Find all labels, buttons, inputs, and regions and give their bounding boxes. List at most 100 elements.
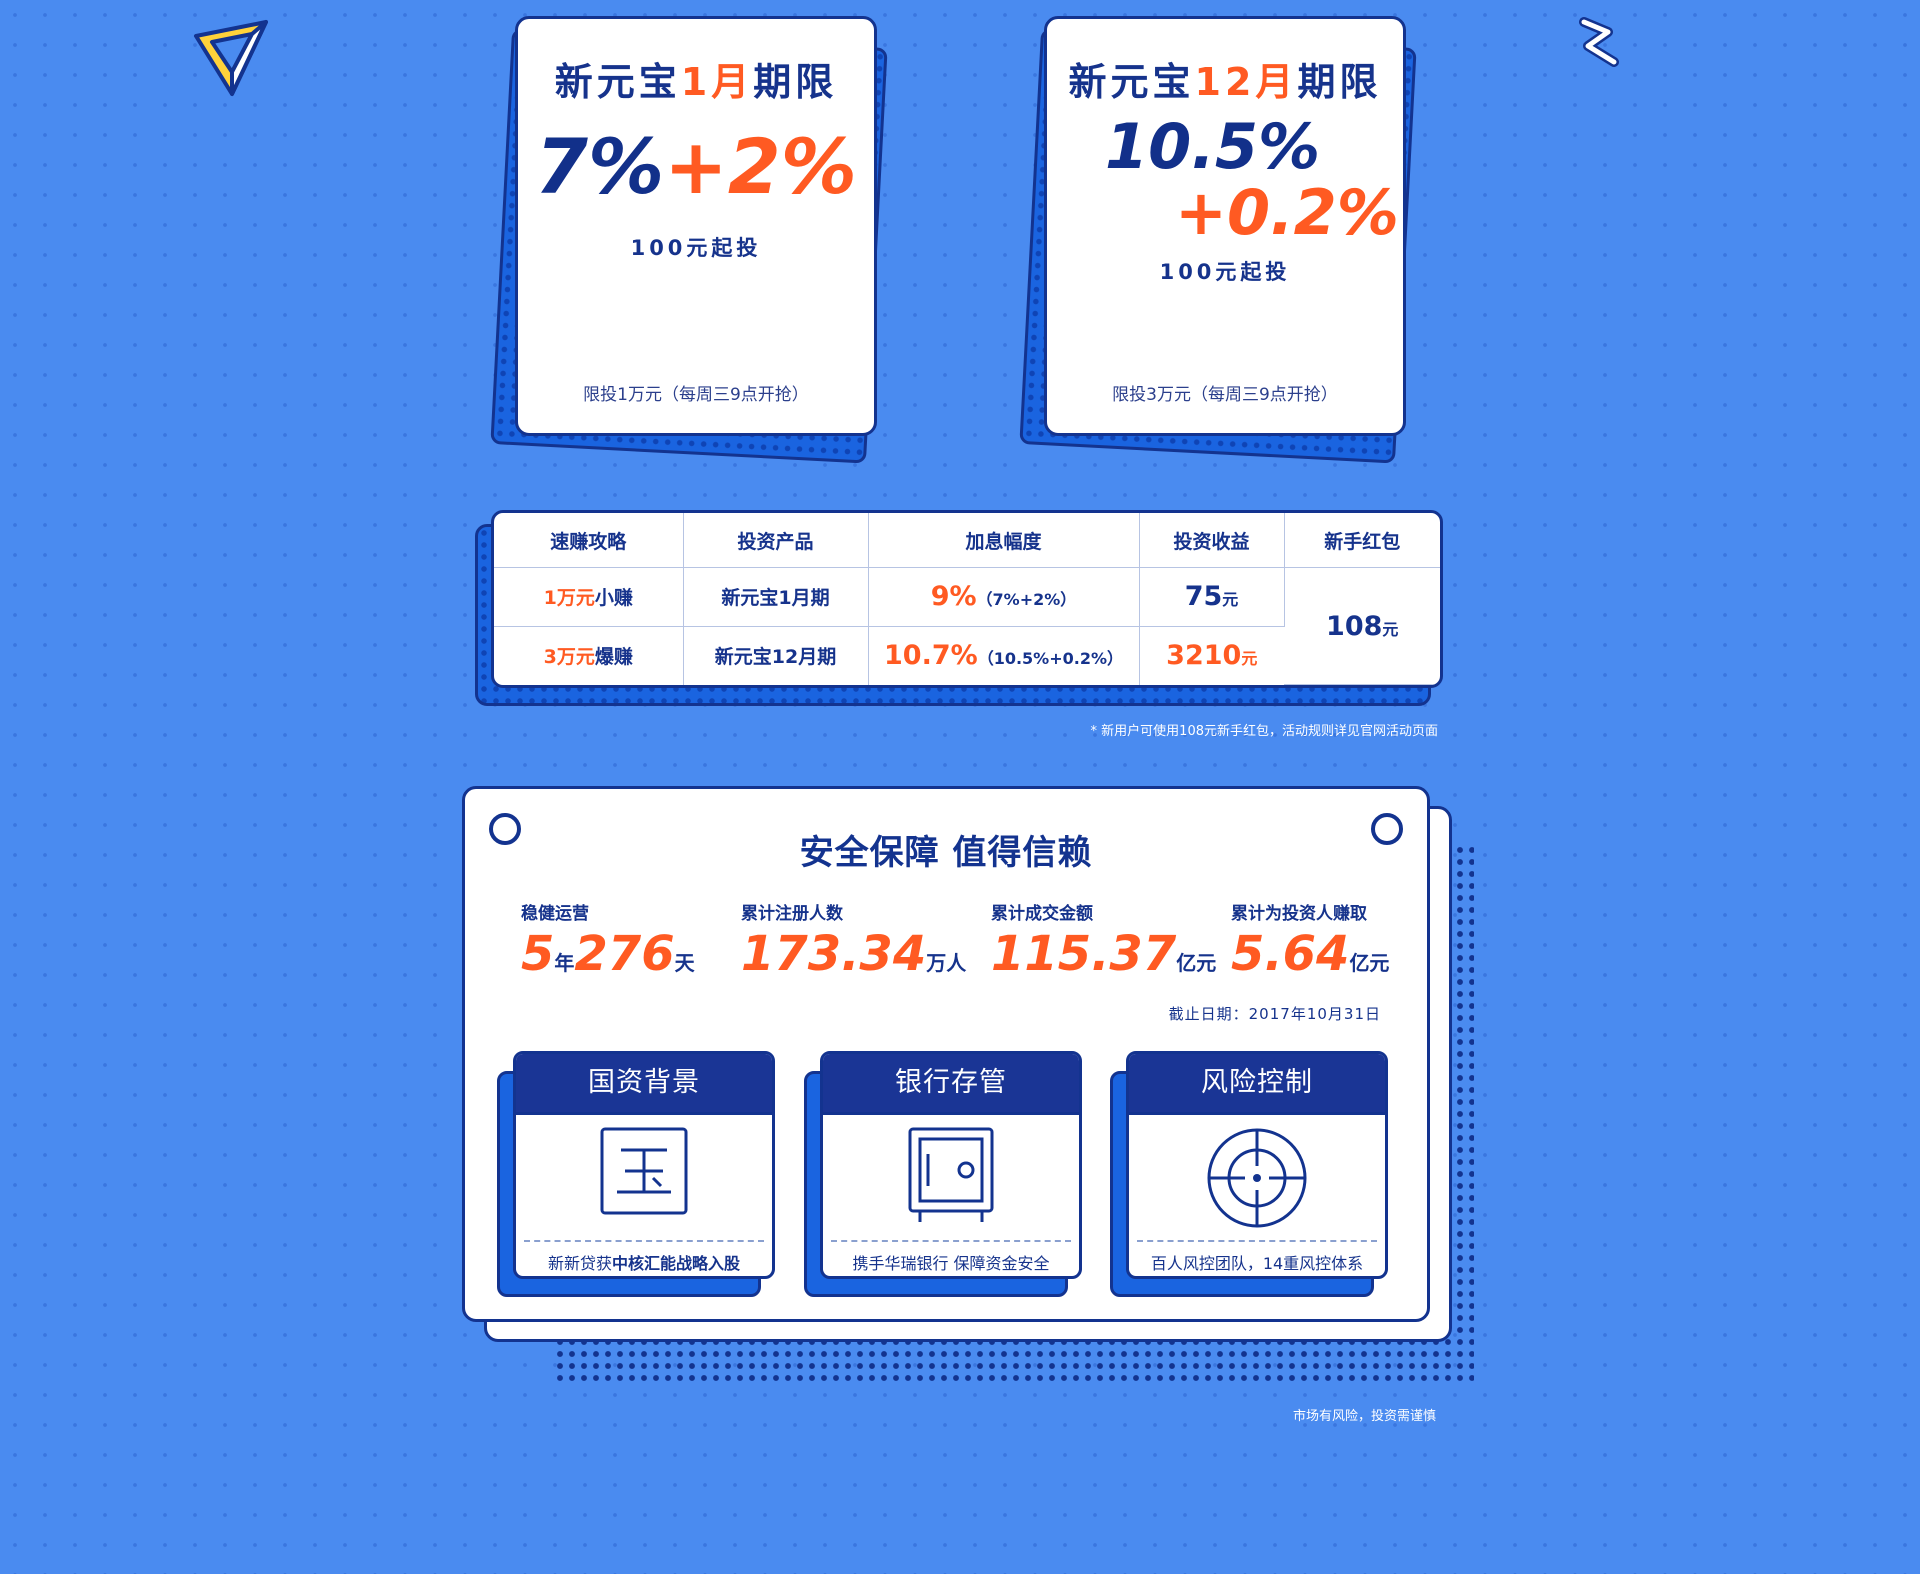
feature-title: 国资背景 [516, 1054, 772, 1115]
feature-divider [524, 1240, 764, 1242]
stat-unit: 万人 [926, 951, 967, 975]
rate-detail: （7%+2%） [976, 590, 1077, 610]
strategy-table-card: 速赚攻略 投资产品 加息幅度 投资收益 新手红包 1万元小赚 新元宝1月期 9%… [491, 510, 1443, 688]
stat-number: 115.37 [991, 926, 1177, 982]
promo-title-suffix: 期限 [1297, 60, 1382, 104]
ring-icon [1371, 813, 1403, 845]
stat-label: 累计成交金额 [991, 904, 1093, 924]
feature-divider [1137, 1240, 1377, 1242]
stat-unit: 亿元 [1176, 951, 1217, 975]
promo-title-product: 新元宝 [554, 60, 681, 104]
cell-income: 75元 [1139, 567, 1285, 627]
promo-title: 新元宝12月期限 [1047, 51, 1403, 106]
redpack-unit: 元 [1382, 619, 1399, 639]
promo-rate-base: 10.5% [1105, 110, 1321, 183]
jade-icon-svg [600, 1127, 688, 1215]
feature-divider [831, 1240, 1071, 1242]
promo-title: 新元宝1月期限 [518, 51, 874, 106]
promo-title-product: 新元宝 [1068, 60, 1195, 104]
feature-text-plain: 新新贷获 [547, 1254, 612, 1273]
strategy-table: 速赚攻略 投资产品 加息幅度 投资收益 新手红包 1万元小赚 新元宝1月期 9%… [494, 513, 1440, 685]
feature-card: 银行存管 携手华瑞银行 保障资金安全 [820, 1051, 1082, 1279]
promo-min-invest: 100元起投 [1159, 260, 1291, 284]
promo-min-invest: 100元起投 [630, 236, 762, 260]
rate-detail: （10.5%+0.2%） [977, 649, 1123, 669]
stat-turnover: 累计成交金额 115.37亿元 [991, 899, 1216, 989]
feature-text: 携手华瑞银行 保障资金安全 [823, 1250, 1079, 1274]
crosshair-icon [1129, 1126, 1385, 1228]
stat-years-unit: 年 [554, 951, 575, 975]
strategy-amount: 3万元 [543, 646, 595, 669]
ring-icon [489, 813, 521, 845]
promo-card-1m[interactable]: 新元宝1月期限 7%+2% 100元起投 限投1万元（每周三9点开抢） [490, 16, 888, 464]
stat-unit: 亿元 [1349, 951, 1390, 975]
table-row: 1万元小赚 新元宝1月期 9%（7%+2%） 75元 108元 [494, 567, 1440, 685]
stat-label: 稳健运营 [521, 904, 589, 924]
stat-days-unit: 天 [674, 951, 695, 975]
income-unit: 元 [1241, 649, 1258, 669]
stat-registered: 累计注册人数 173.34万人 [741, 899, 966, 989]
stat-days: 276 [574, 926, 675, 982]
stat-value: 5.64亿元 [1231, 928, 1389, 989]
promo-title-suffix: 期限 [753, 60, 838, 104]
jade-icon [516, 1126, 772, 1226]
promo-card-12m[interactable]: 新元宝12月期限 10.5% +0.2% 100元起投 限投3万元（每周三9点开… [1019, 16, 1417, 464]
cell-product: 新元宝12月期 [683, 626, 869, 685]
redpack-value: 108 [1326, 610, 1383, 642]
col-header-strategy: 速赚攻略 [494, 513, 684, 568]
stat-value: 173.34万人 [741, 928, 966, 989]
stat-earned: 累计为投资人赚取 5.64亿元 [1231, 899, 1389, 989]
feature-title: 风险控制 [1129, 1054, 1385, 1115]
cutoff-date: 截止日期：2017年10月31日 [1168, 1005, 1381, 1023]
income-value: 3210 [1166, 640, 1242, 672]
cell-rate: 10.7%（10.5%+0.2%） [868, 626, 1140, 685]
promo-limit: 限投1万元（每周三9点开抢） [583, 385, 809, 405]
cell-redpack: 108元 [1284, 567, 1440, 685]
rate-total: 10.7% [884, 640, 978, 672]
promo-title-term: 1月 [680, 60, 754, 104]
strategy-amount: 1万元 [543, 587, 595, 610]
income-unit: 元 [1222, 590, 1239, 610]
promo-rate-bonus: +0.2% [1175, 176, 1399, 249]
security-card: 安全保障 值得信赖 稳健运营 5年276天 累计注册人数 173.34万人 累计… [462, 786, 1430, 1322]
stat-number: 5.64 [1231, 926, 1350, 982]
col-header-redpack: 新手红包 [1284, 513, 1440, 568]
promo-title-term: 12月 [1194, 60, 1298, 104]
feature-card: 风险控制 百人风控团队，14重风控体系 [1126, 1051, 1388, 1279]
promo-limit: 限投3万元（每周三9点开抢） [1112, 385, 1338, 405]
security-title: 安全保障 值得信赖 [799, 833, 1093, 873]
col-header-product: 投资产品 [683, 513, 869, 568]
stat-value: 5年276天 [521, 928, 695, 989]
feature-title: 银行存管 [823, 1054, 1079, 1115]
zigzag-icon [1579, 17, 1619, 67]
col-header-rate: 加息幅度 [868, 513, 1140, 568]
safe-icon [823, 1126, 1079, 1226]
risk-disclaimer: 市场有风险，投资需谨慎 [1292, 1409, 1436, 1424]
promo-rate: 7%+2% [518, 124, 874, 210]
redpack-note: * 新用户可使用108元新手红包，活动规则详见官网活动页面 [1090, 724, 1438, 739]
table-row: 3万元爆赚 新元宝12月期 10.7%（10.5%+0.2%） 3210元 [494, 626, 1440, 685]
income-value: 75 [1184, 581, 1223, 613]
stat-operating: 稳健运营 5年276天 [521, 899, 695, 989]
stat-value: 115.37亿元 [991, 928, 1216, 989]
strategy-tag: 小赚 [594, 587, 633, 610]
crosshair-icon-svg [1207, 1128, 1307, 1228]
stat-label: 累计注册人数 [741, 904, 843, 924]
triangle-logo-icon [194, 20, 268, 96]
stat-label: 累计为投资人赚取 [1231, 904, 1367, 924]
safe-icon-svg [908, 1127, 994, 1222]
stat-years: 5 [521, 926, 555, 982]
cell-income: 3210元 [1139, 626, 1284, 684]
promo-rate-bonus: +2% [664, 122, 857, 211]
table-header-row: 速赚攻略 投资产品 加息幅度 投资收益 新手红包 [494, 513, 1440, 568]
cell-rate: 9%（7%+2%） [868, 567, 1140, 627]
feature-text-plain: 携手华瑞银行 保障资金安全 [852, 1254, 1050, 1273]
cell-strategy: 1万元小赚 [494, 567, 684, 627]
feature-text: 新新贷获中核汇能战略入股 [516, 1250, 772, 1274]
feature-text-bold: 中核汇能战略入股 [612, 1254, 741, 1273]
rate-total: 9% [930, 581, 977, 613]
feature-text: 百人风控团队，14重风控体系 [1129, 1250, 1385, 1274]
cell-strategy: 3万元爆赚 [494, 626, 684, 685]
feature-text-plain: 百人风控团队，14重风控体系 [1150, 1254, 1364, 1273]
promo-rate-base: 7% [535, 122, 665, 211]
